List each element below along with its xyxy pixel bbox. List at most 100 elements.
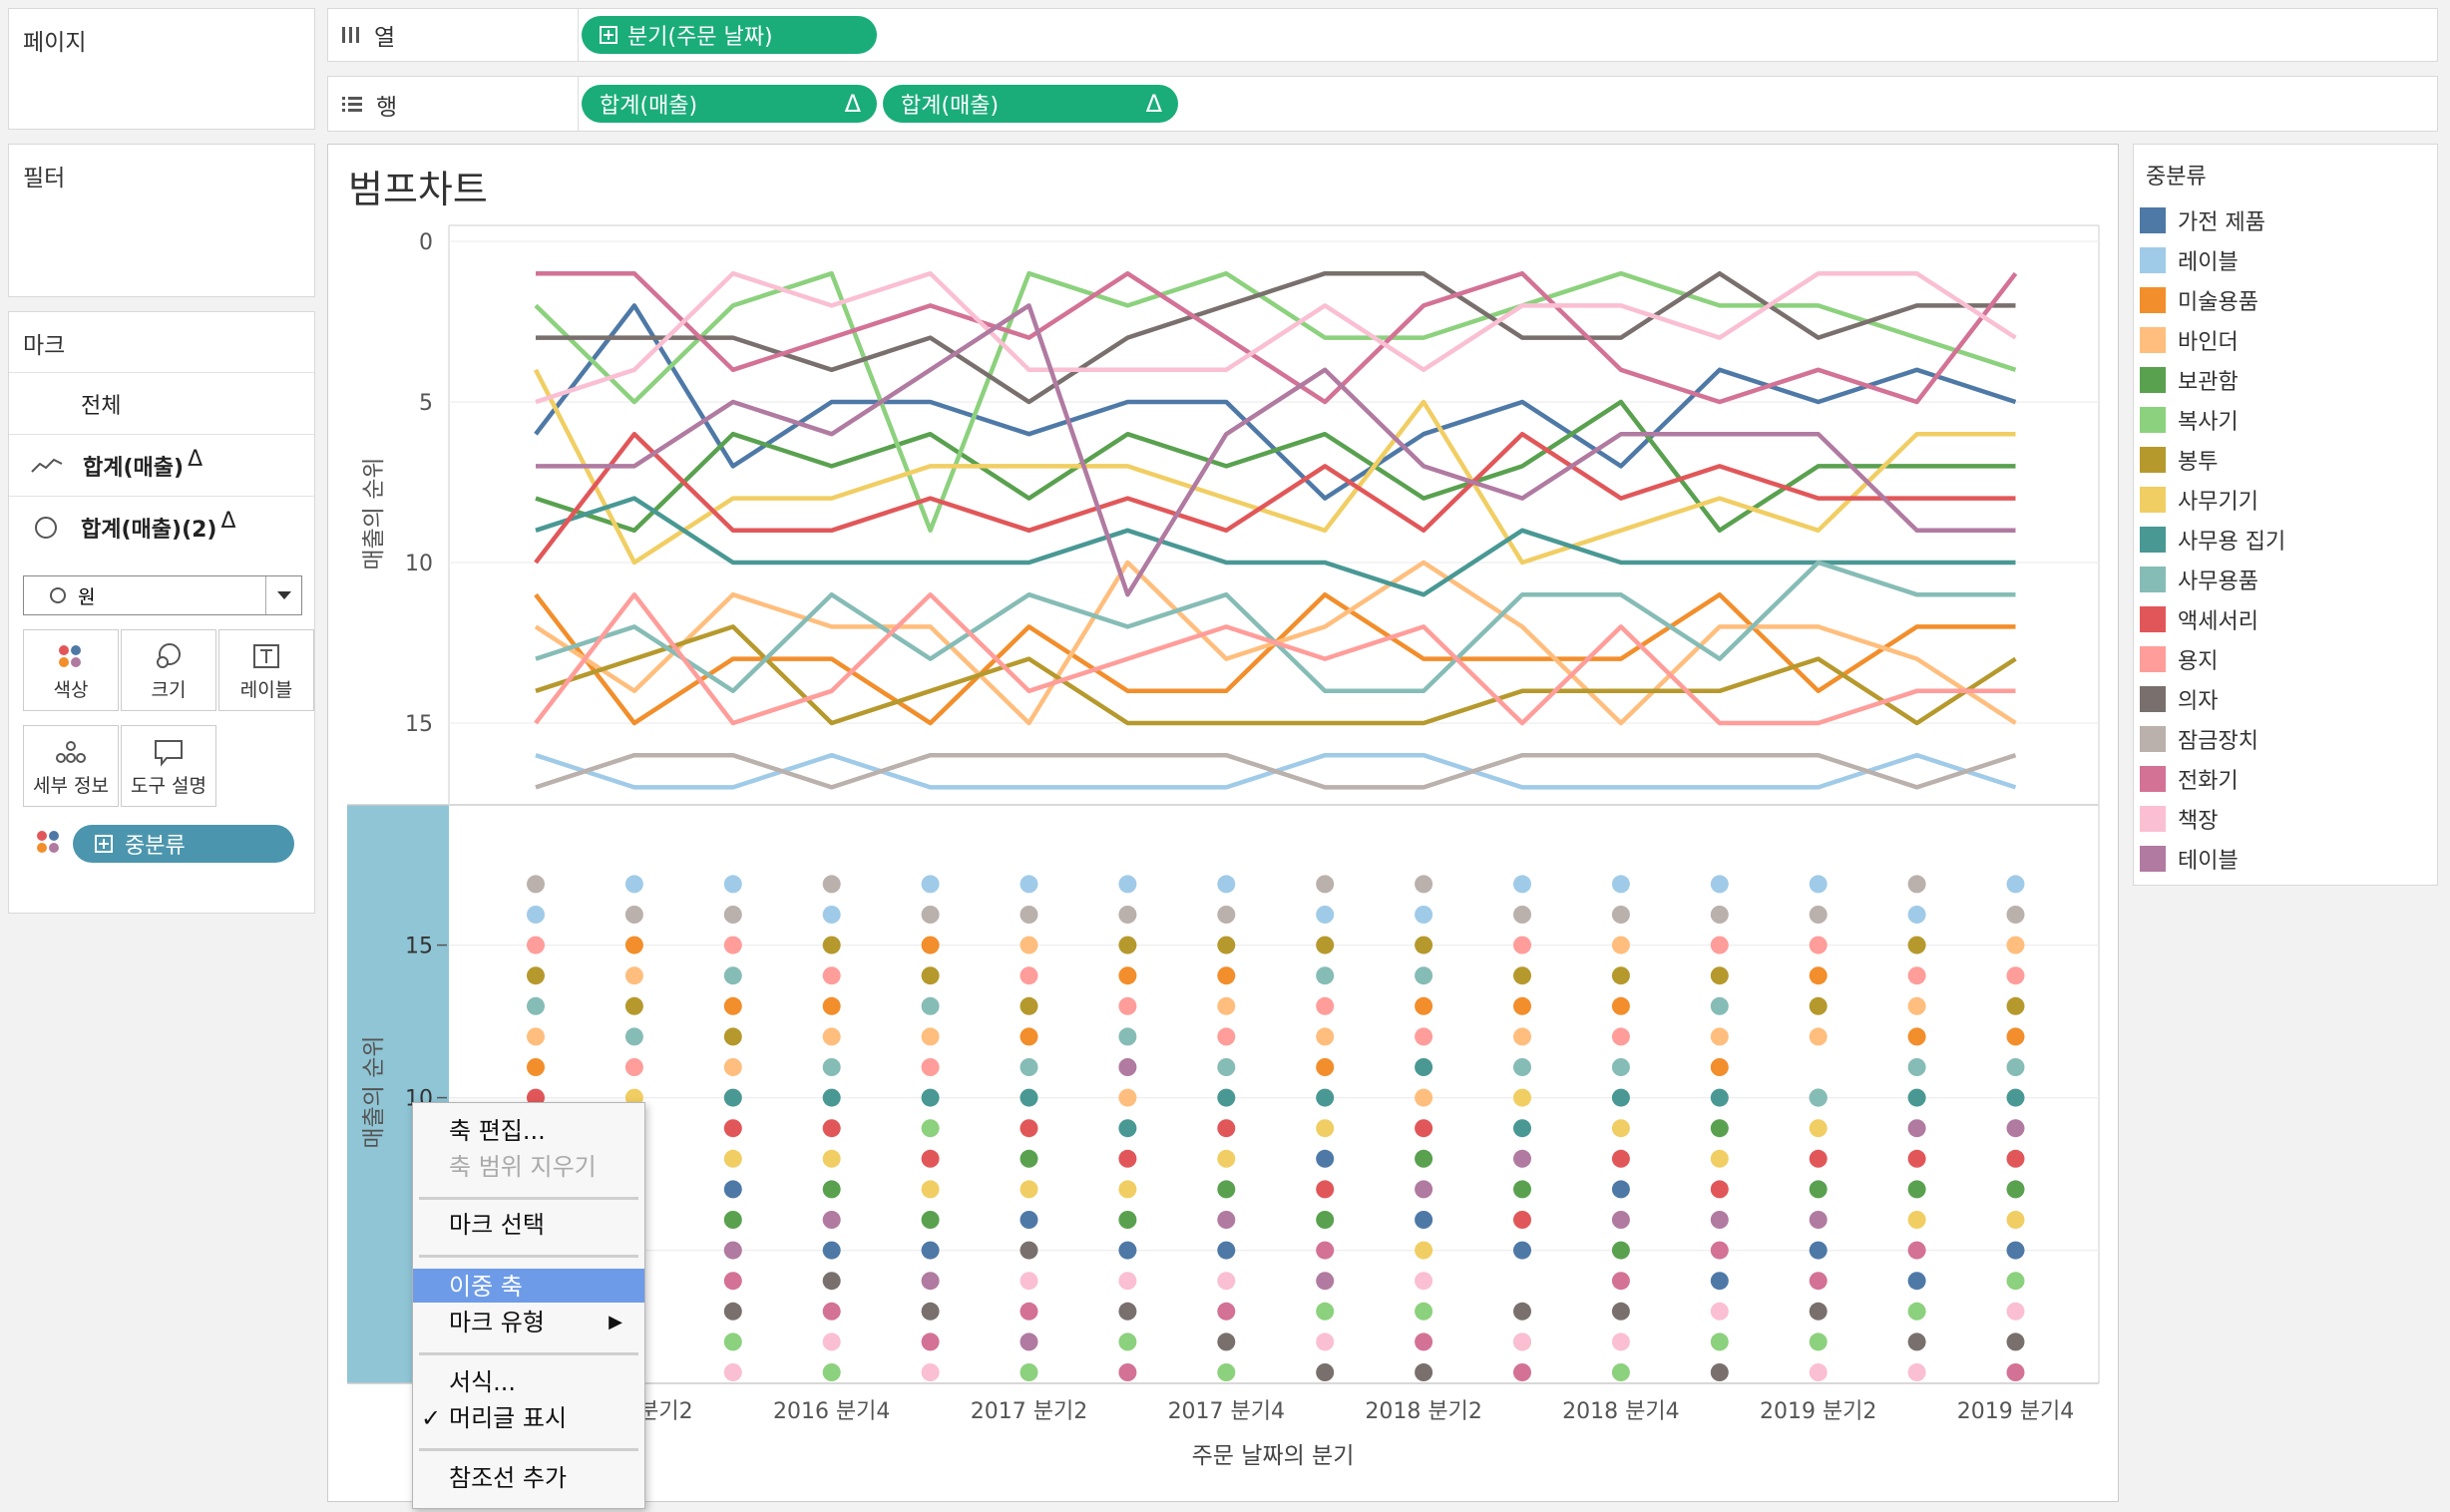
rank-dot[interactable]	[921, 875, 940, 894]
rank-dot[interactable]	[1611, 906, 1630, 924]
rank-dot[interactable]	[1809, 1119, 1828, 1138]
rank-dot[interactable]	[1316, 996, 1335, 1015]
rank-dot[interactable]	[921, 1088, 940, 1107]
rank-dot[interactable]	[1415, 1149, 1433, 1168]
rank-dot[interactable]	[1513, 996, 1531, 1015]
rank-dot[interactable]	[624, 996, 643, 1015]
rank-dot[interactable]	[1118, 1058, 1137, 1076]
rank-dot[interactable]	[2006, 1332, 2025, 1351]
rank-dot[interactable]	[1020, 936, 1038, 954]
rank-dot[interactable]	[1809, 1027, 1828, 1046]
rank-dot[interactable]	[1710, 1119, 1729, 1138]
rank-dot[interactable]	[723, 1088, 742, 1107]
menu-item-edit-axis[interactable]: 축 편집...	[449, 1117, 546, 1145]
rank-dot[interactable]	[1611, 996, 1630, 1015]
rank-dot[interactable]	[1217, 1302, 1236, 1321]
rank-dot[interactable]	[527, 906, 545, 924]
rank-dot[interactable]	[1710, 906, 1729, 924]
rank-dot[interactable]	[527, 996, 545, 1015]
legend-item[interactable]: 액세서리	[2140, 601, 2258, 637]
rank-dot[interactable]	[1907, 936, 1926, 954]
rank-dot[interactable]	[723, 906, 742, 924]
rank-dot[interactable]	[1809, 1363, 1828, 1381]
rank-dot[interactable]	[1020, 1027, 1038, 1046]
rank-dot[interactable]	[1118, 1241, 1137, 1260]
rank-dot[interactable]	[1710, 966, 1729, 985]
legend-item[interactable]: 사무용 집기	[2140, 522, 2285, 558]
rank-dot[interactable]	[527, 1027, 545, 1046]
rank-dot[interactable]	[723, 1272, 742, 1291]
rank-dot[interactable]	[1710, 996, 1729, 1015]
rank-dot[interactable]	[921, 996, 940, 1015]
detail-button[interactable]: 세부 정보	[23, 725, 119, 807]
rank-dot[interactable]	[822, 1302, 841, 1321]
rank-dot[interactable]	[1907, 1241, 1926, 1260]
series-line[interactable]	[535, 752, 2017, 790]
rank-dot[interactable]	[1415, 1058, 1433, 1076]
rank-dot[interactable]	[1710, 936, 1729, 954]
rank-dot[interactable]	[822, 875, 841, 894]
rank-dot[interactable]	[1020, 996, 1038, 1015]
tooltip-button[interactable]: 도구 설명	[121, 725, 216, 807]
rank-dot[interactable]	[1611, 1149, 1630, 1168]
rank-dot[interactable]	[1710, 1363, 1729, 1381]
rank-dot[interactable]	[1020, 1211, 1038, 1229]
rank-dot[interactable]	[1118, 1302, 1137, 1321]
rank-dot[interactable]	[1809, 1302, 1828, 1321]
rank-dot[interactable]	[1710, 1058, 1729, 1076]
rank-dot[interactable]	[1316, 936, 1335, 954]
menu-item-format[interactable]: 서식...	[449, 1368, 517, 1396]
legend-item[interactable]: 가전 제품	[2140, 202, 2265, 238]
rank-dot[interactable]	[527, 936, 545, 954]
rank-dot[interactable]	[822, 1211, 841, 1229]
rank-dot[interactable]	[723, 1058, 742, 1076]
rank-dot[interactable]	[1513, 1027, 1531, 1046]
rank-dot[interactable]	[723, 966, 742, 985]
rank-dot[interactable]	[1316, 1088, 1335, 1107]
rank-dot[interactable]	[723, 1119, 742, 1138]
rank-dot[interactable]	[1513, 1211, 1531, 1229]
rank-dot[interactable]	[1611, 1363, 1630, 1381]
rank-dot[interactable]	[1907, 1119, 1926, 1138]
rank-dot[interactable]	[723, 1027, 742, 1046]
rank-dot[interactable]	[1020, 966, 1038, 985]
rank-dot[interactable]	[1217, 875, 1236, 894]
rank-dot[interactable]	[1316, 1058, 1335, 1076]
rank-dot[interactable]	[1513, 936, 1531, 954]
rank-dot[interactable]	[1118, 1119, 1137, 1138]
rank-dot[interactable]	[1611, 1088, 1630, 1107]
rank-dot[interactable]	[2006, 1363, 2025, 1381]
rank-dot[interactable]	[1611, 1180, 1630, 1199]
rank-dot[interactable]	[1118, 1211, 1137, 1229]
marks-tab-sum-sales-2[interactable]: 합계(매출)(2) Δ	[9, 496, 314, 558]
rank-dot[interactable]	[527, 1058, 545, 1076]
rank-dot[interactable]	[1020, 1241, 1038, 1260]
rank-dot[interactable]	[1710, 1149, 1729, 1168]
filters-panel[interactable]: 필터	[8, 144, 315, 297]
rank-dot[interactable]	[2006, 996, 2025, 1015]
legend-item[interactable]: 테이블	[2140, 841, 2239, 877]
rank-dot[interactable]	[723, 1149, 742, 1168]
rank-dot[interactable]	[822, 1180, 841, 1199]
rank-dot[interactable]	[1907, 1272, 1926, 1291]
legend-item[interactable]: 복사기	[2140, 402, 2239, 438]
rank-dot[interactable]	[723, 996, 742, 1015]
rank-dot[interactable]	[1415, 1180, 1433, 1199]
rank-dot[interactable]	[723, 936, 742, 954]
menu-item-select-marks[interactable]: 마크 선택	[449, 1211, 545, 1239]
rank-dot[interactable]	[1513, 1363, 1531, 1381]
rank-dot[interactable]	[1020, 1119, 1038, 1138]
rank-dot[interactable]	[1513, 1180, 1531, 1199]
rank-dot[interactable]	[1710, 1332, 1729, 1351]
quarter-order-date-pill[interactable]: 분기(주문 날짜)	[582, 16, 877, 54]
rank-dot[interactable]	[822, 1088, 841, 1107]
marks-tab-sum-sales[interactable]: 합계(매출) Δ	[9, 434, 314, 496]
legend-item[interactable]: 책장	[2140, 801, 2218, 837]
rank-dot[interactable]	[1513, 1241, 1531, 1260]
rank-dot[interactable]	[1809, 996, 1828, 1015]
rank-dot[interactable]	[1316, 1149, 1335, 1168]
rank-dot[interactable]	[1118, 875, 1137, 894]
rank-dot[interactable]	[1611, 875, 1630, 894]
rank-dot[interactable]	[1316, 1027, 1335, 1046]
rank-dot[interactable]	[2006, 1119, 2025, 1138]
